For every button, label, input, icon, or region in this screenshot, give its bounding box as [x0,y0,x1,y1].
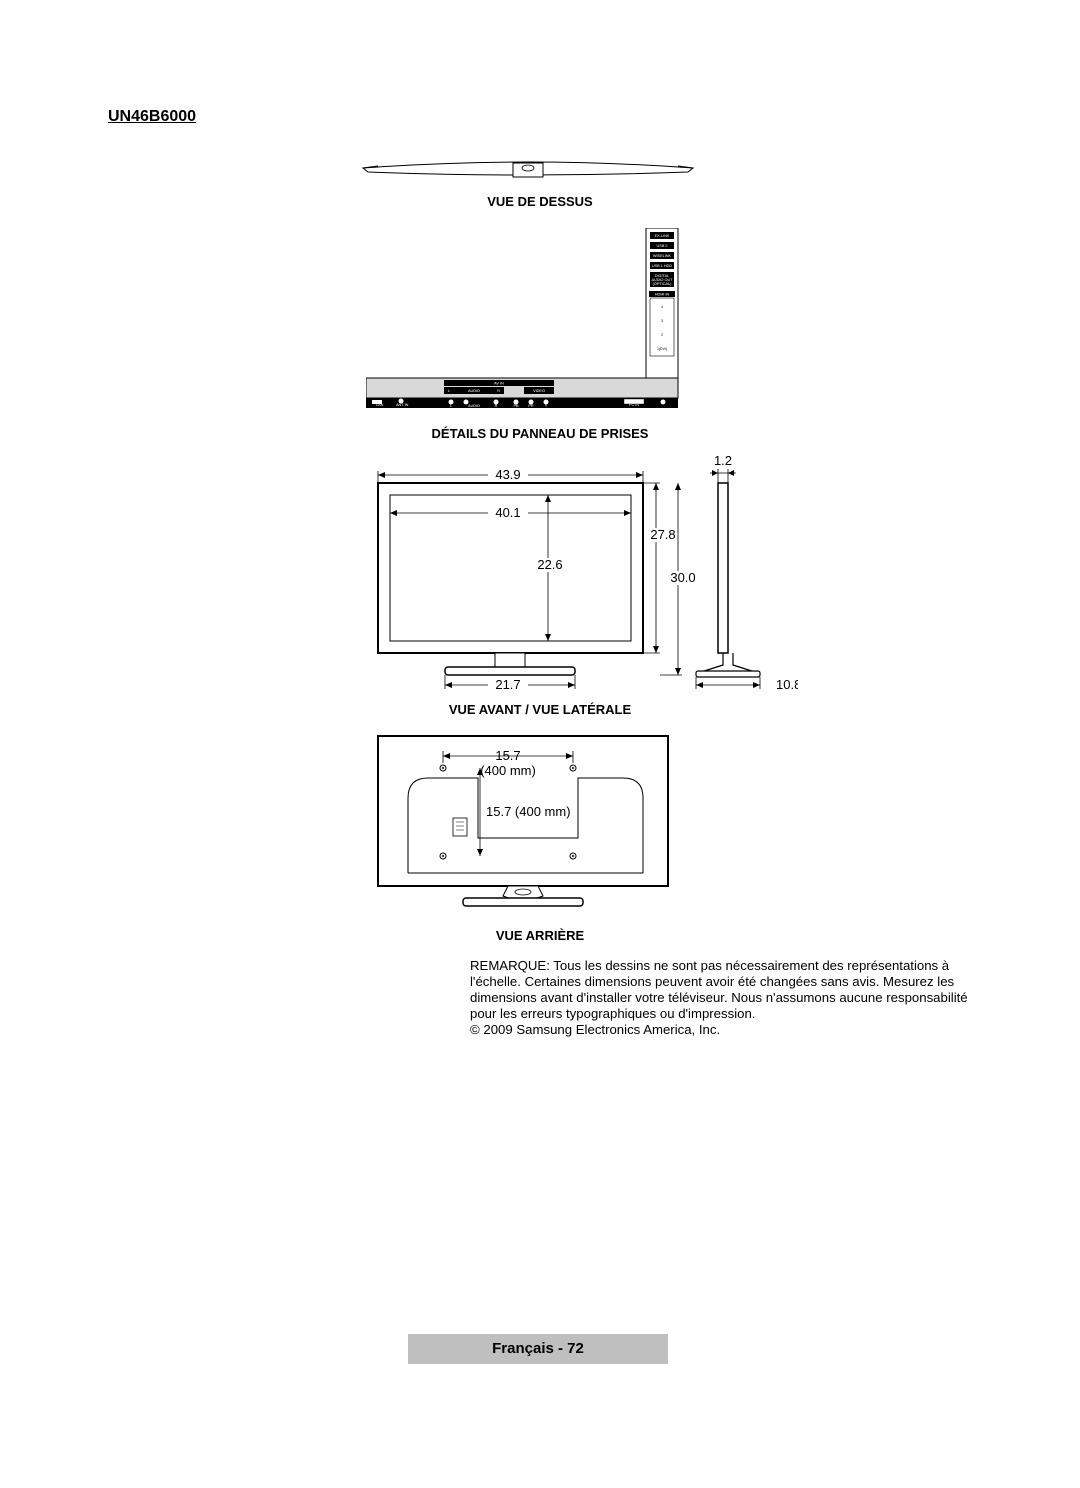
svg-text:AV IN: AV IN [494,382,504,386]
dim-front-h: 27.8 [650,527,675,542]
front-side-diagram: 43.9 40.1 22.6 27.8 30.0 [278,453,798,698]
svg-text:4: 4 [661,305,663,309]
dim-stand-w: 21.7 [495,677,520,692]
dim-screen-width: 40.1 [495,505,520,520]
jack-panel-diagram: EX-LINK USB 2 WISELINK USB 1 HDD DIGITAL… [366,228,686,413]
top-view-label: VUE DE DESSUS [108,194,972,209]
dim-vesa-w-mm: (400 mm) [480,763,536,778]
svg-text:AUDIO: AUDIO [468,389,480,393]
dim-screen-h: 22.6 [537,557,562,572]
svg-text:(OPTICAL): (OPTICAL) [653,282,673,286]
dim-stand-depth: 10.8 [776,677,798,692]
dim-overall-h: 30.0 [670,570,695,585]
svg-text:HDMI IN: HDMI IN [655,293,670,297]
svg-text:PR: PR [528,404,534,408]
svg-text:ANT IN: ANT IN [396,403,409,407]
svg-text:1(DVI): 1(DVI) [657,347,667,351]
page-footer: Français - 72 [408,1334,668,1364]
svg-text:COMPONENT IN: COMPONENT IN [484,409,514,413]
svg-text:USB 1 HDD: USB 1 HDD [652,264,673,268]
note-block: REMARQUE: Tous les dessins ne sont pas n… [470,958,972,1038]
svg-text:VIDEO: VIDEO [533,389,545,393]
footer-page: 72 [567,1340,584,1357]
svg-text:3: 3 [661,319,663,323]
dim-vesa-h: 15.7 (400 mm) [486,804,571,819]
svg-text:AUDIO: AUDIO [468,404,480,408]
svg-text:R: R [495,404,498,408]
svg-text:WISELINK: WISELINK [653,254,672,258]
dim-front-width: 43.9 [495,467,520,482]
svg-text:PB: PB [513,404,519,408]
front-side-label: VUE AVANT / VUE LATÉRALE [108,702,972,717]
dim-vesa-w: 15.7 [495,748,520,763]
copyright-text: © 2009 Samsung Electronics America, Inc. [470,1022,720,1037]
top-view-diagram [358,148,698,188]
footer-lang: Français - [492,1340,567,1357]
svg-text:R: R [497,389,500,393]
svg-text:USB 2: USB 2 [657,244,668,248]
svg-text:EX-LINK: EX-LINK [655,234,670,238]
jack-panel-label: DÉTAILS DU PANNEAU DE PRISES [108,426,972,441]
svg-text:Y: Y [545,404,548,408]
svg-text:L: L [448,389,450,393]
rear-view-diagram: 15.7 (400 mm) 15.7 (400 mm) [368,728,678,920]
model-number: UN46B6000 [108,108,972,126]
dim-side-depth: 1.2 [714,453,732,468]
svg-text:L: L [450,404,452,408]
rear-view-label: VUE ARRIÈRE [108,928,972,943]
note-text: REMARQUE: Tous les dessins ne sont pas n… [470,958,968,1021]
svg-text:2: 2 [661,333,663,337]
